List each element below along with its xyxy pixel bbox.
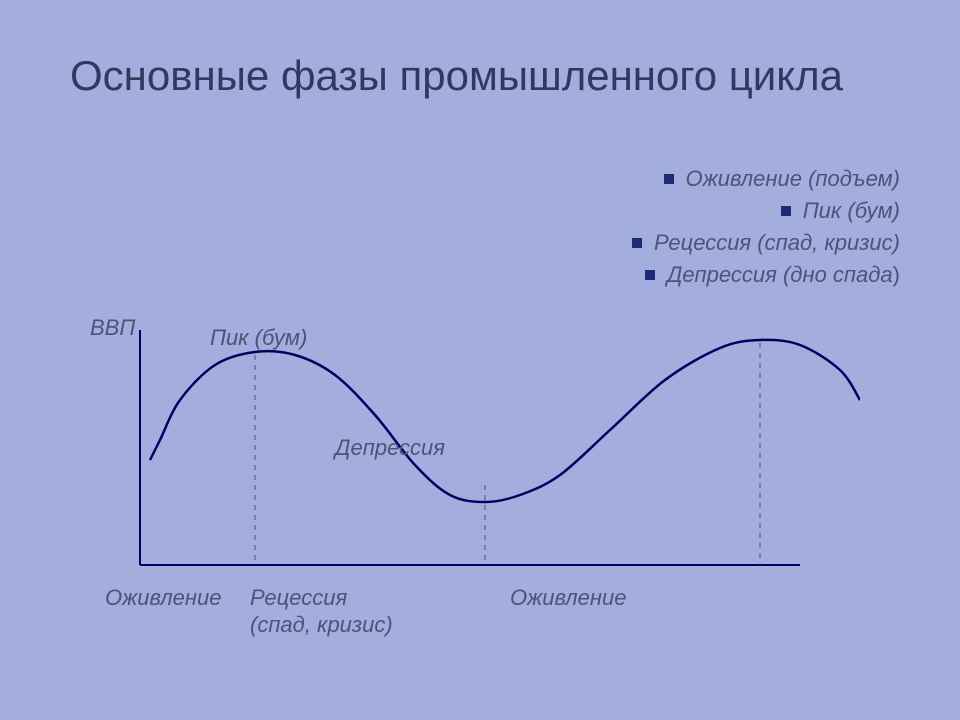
bullet-square-icon <box>664 174 674 184</box>
depression_label: Депрессия <box>335 435 445 461</box>
recovery1_label: Оживление <box>105 585 221 611</box>
bullet-square-icon <box>645 270 655 280</box>
slide: Основные фазы промышленного цикла Оживле… <box>0 0 960 720</box>
bullet-text: Пик (бум) <box>803 198 900 224</box>
business-cycle-chart: ВВППик (бум)ДепрессияОживлениеРецессия(с… <box>120 330 860 640</box>
bullet-item: Рецессия (спад, кризис) <box>632 230 900 256</box>
peak_label: Пик (бум) <box>210 325 307 351</box>
bullet-item: Оживление (подъем) <box>632 166 900 192</box>
bullet-text: Депрессия (дно спада) <box>667 262 900 288</box>
bullet-list: Оживление (подъем) Пик (бум) Рецессия (спа… <box>632 166 900 294</box>
cycle-curve <box>150 340 860 502</box>
bullet-text: Рецессия (спад, кризис) <box>654 230 900 256</box>
bullet-item: Пик (бум) <box>632 198 900 224</box>
recovery2_label: Оживление <box>510 585 626 611</box>
bullet-square-icon <box>781 206 791 216</box>
bullet-text: Оживление (подъем) <box>686 166 900 192</box>
bullet-square-icon <box>632 238 642 248</box>
bullet-item: Депрессия (дно спада) <box>632 262 900 288</box>
page-title: Основные фазы промышленного цикла <box>70 52 890 100</box>
recession_label: Рецессия <box>250 585 347 611</box>
chart-svg <box>120 330 860 640</box>
recession_sub_label: (спад, кризис) <box>250 612 393 638</box>
y_label: ВВП <box>90 315 135 341</box>
